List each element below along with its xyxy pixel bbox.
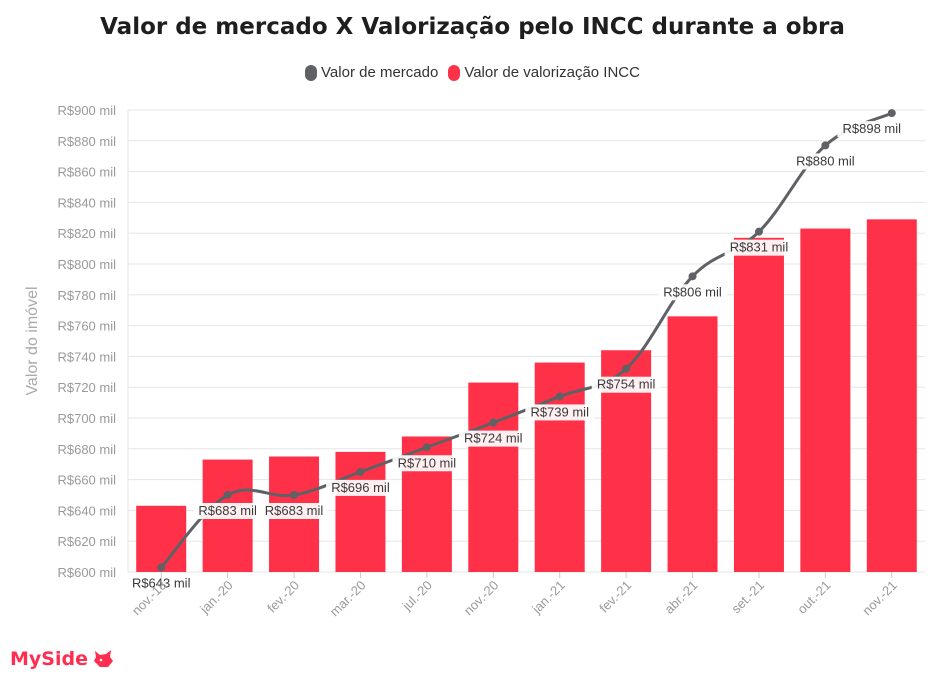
brand-logo: MySide <box>10 648 114 670</box>
y-tick-label: R$820 mil <box>57 226 116 241</box>
data-label-bg <box>790 153 860 170</box>
y-tick-label: R$640 mil <box>57 503 116 518</box>
y-tick-label: R$720 mil <box>57 380 116 395</box>
x-tick-label: jul.-20 <box>399 578 435 614</box>
grid-lines <box>127 109 925 573</box>
data-label-bg <box>525 404 595 421</box>
market-value-point[interactable] <box>223 491 232 499</box>
market-value-data-label: R$739 mil <box>530 404 589 419</box>
y-tick-label: R$780 mil <box>57 288 116 303</box>
market-value-point[interactable] <box>290 491 299 499</box>
x-tick-label: out.-21 <box>794 578 833 617</box>
brand-name: MySide <box>10 648 88 670</box>
data-label-bg <box>658 284 727 301</box>
y-tick-label: R$740 mil <box>57 349 116 364</box>
data-label-bg <box>259 503 329 519</box>
x-tick-label: fev.-20 <box>264 578 302 616</box>
y-tick-label: R$700 mil <box>57 411 116 426</box>
x-tick-label: jan.-20 <box>196 578 235 617</box>
market-value-data-label: R$831 mil <box>730 240 789 255</box>
x-tick-label: nov.-21 <box>859 578 900 619</box>
market-value-data-label: R$643 mil <box>132 575 191 590</box>
y-axis-label: Valor do imóvel <box>24 286 41 395</box>
y-tick-label: R$860 mil <box>57 165 116 180</box>
bar-set.-21[interactable] <box>733 237 784 572</box>
bars <box>136 219 917 572</box>
market-value-data-label: R$683 mil <box>265 503 324 518</box>
x-tick-label: set.-21 <box>728 578 767 617</box>
x-tick-label: abr.-21 <box>661 578 700 617</box>
market-value-data-label: R$880 mil <box>796 153 855 168</box>
data-label-bg <box>591 376 661 393</box>
y-tick-label: R$800 mil <box>57 257 116 272</box>
legend-label-incc-value: Valor de valorização INCC <box>464 64 640 81</box>
data-label-bg <box>458 430 528 447</box>
market-value-data-label: R$754 mil <box>597 377 656 392</box>
y-tick-label: R$760 mil <box>57 319 116 334</box>
y-axis-ticks: R$600 mil R$620 mil R$640 mil R$660 mil R$68… <box>57 103 116 580</box>
legend-swatch-incc-value <box>448 64 461 81</box>
chart-title: Valor de mercado X Valorização pelo INCC… <box>100 14 845 40</box>
x-axis-ticks: nov.-18 jan.-20 fev.-20 mar.-20 jul.-20 nov.-… <box>129 572 900 619</box>
bar-nov.-18[interactable] <box>136 505 187 572</box>
y-tick-label: R$680 mil <box>57 442 116 457</box>
dog-head-icon <box>93 650 113 667</box>
market-value-data-label: R$806 mil <box>663 284 722 299</box>
legend-swatch-market-value <box>305 64 318 81</box>
data-label-bg <box>837 121 907 138</box>
market-value-point[interactable] <box>555 392 564 401</box>
x-tick-label: nov.-20 <box>461 578 502 619</box>
legend-label-market-value: Valor de mercado <box>321 64 439 81</box>
bar-nov.-20[interactable] <box>468 382 519 572</box>
market-value-data-label: R$724 mil <box>464 431 523 446</box>
data-label-bg <box>193 503 263 519</box>
bar-out.-21[interactable] <box>800 228 851 572</box>
y-tick-label: R$620 mil <box>57 534 116 549</box>
x-tick-label: fev.-21 <box>596 578 634 616</box>
data-label-bg <box>392 455 462 472</box>
market-value-point[interactable] <box>821 141 830 150</box>
market-value-point[interactable] <box>489 418 498 427</box>
y-tick-label: R$840 mil <box>57 195 116 210</box>
market-value-point[interactable] <box>887 109 896 118</box>
data-label-bg <box>126 575 196 592</box>
legend: Valor de mercado Valor de valorização IN… <box>0 64 945 81</box>
x-tick-label: mar.-20 <box>327 578 369 620</box>
legend-item-market-value[interactable]: Valor de mercado <box>305 64 438 81</box>
data-label-bg <box>724 239 794 256</box>
market-value-point[interactable] <box>754 227 763 236</box>
market-value-data-label: R$898 mil <box>843 121 902 136</box>
market-value-point[interactable] <box>422 443 431 452</box>
y-tick-label: R$880 mil <box>57 134 116 149</box>
market-value-data-label: R$710 mil <box>398 455 457 470</box>
market-value-point[interactable] <box>356 467 365 476</box>
market-value-data-label: R$683 mil <box>198 503 257 518</box>
market-value-point[interactable] <box>688 272 697 281</box>
market-value-data-label: R$696 mil <box>331 480 390 495</box>
market-value-point[interactable] <box>157 563 166 572</box>
bar-nov.-21[interactable] <box>866 219 917 572</box>
legend-item-incc-value[interactable]: Valor de valorização INCC <box>448 64 640 81</box>
market-value-line: R$643 mil R$683 mil R$683 mil R$696 mil R$71… <box>126 109 907 592</box>
data-label-bg <box>326 479 395 496</box>
y-tick-label: R$900 mil <box>57 103 116 118</box>
bar-abr.-21[interactable] <box>667 316 718 572</box>
y-tick-label: R$600 mil <box>57 565 116 580</box>
y-tick-label: R$660 mil <box>57 473 116 488</box>
x-tick-label: jan.-21 <box>528 578 567 617</box>
market-value-point[interactable] <box>622 364 631 373</box>
